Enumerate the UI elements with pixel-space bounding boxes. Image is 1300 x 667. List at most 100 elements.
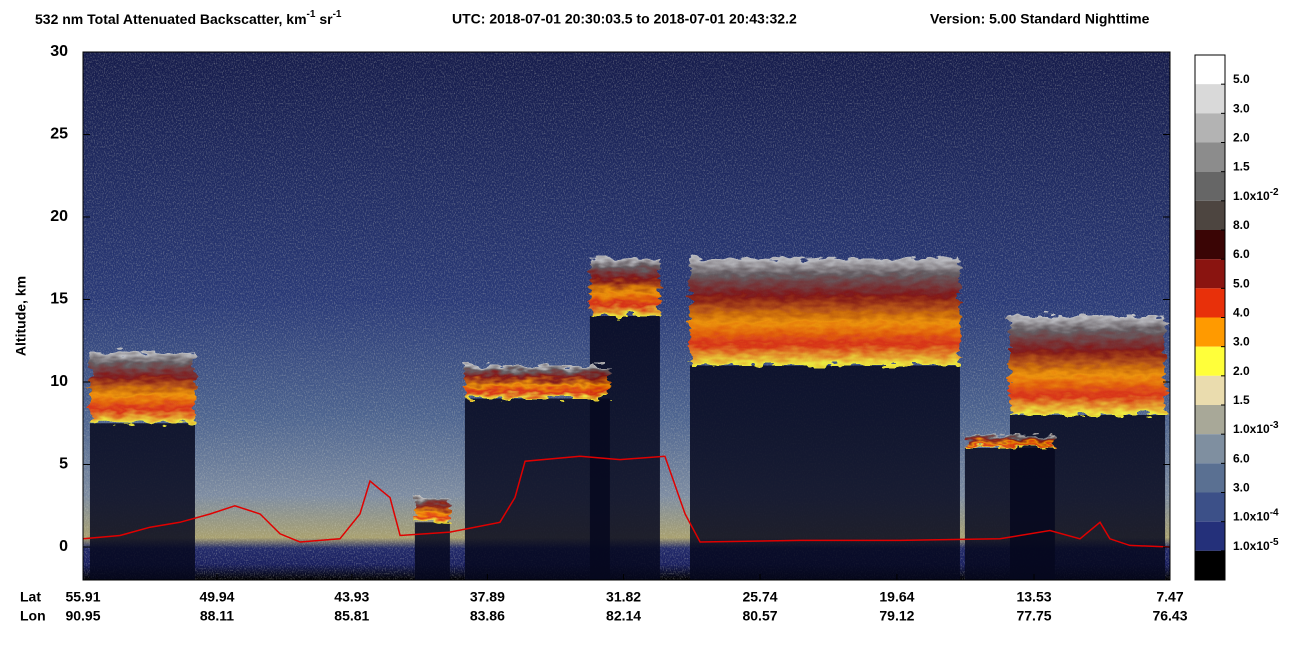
chart-title: 532 nm Total Attenuated Backscatter, km-… [35,9,342,27]
colorbar-label-text: 6.0 [1233,452,1250,466]
colorbar-swatch [1195,550,1225,580]
title-superscript: -1 [307,9,316,20]
colorbar-label-text: 8.0 [1233,218,1250,232]
lat-tick-label: 37.89 [470,589,505,605]
lat-tick-label: 13.53 [1016,589,1051,605]
lat-tick-label: 31.82 [606,589,641,605]
attenuated-column [464,398,610,580]
cloud-layer [589,258,660,316]
colorbar-label-exponent: -3 [1270,420,1279,431]
lon-tick-label: 79.12 [879,608,914,624]
title-text: 532 nm Total Attenuated Backscatter, km [35,11,307,27]
colorbar-swatch [1195,346,1225,376]
cloud-layer [1010,316,1166,415]
colorbar-label: 1.5 [1233,393,1250,407]
colorbar-label-text: 1.0x10 [1233,510,1270,524]
y-tick-label: 20 [50,208,68,225]
colorbar-label: 1.5 [1233,160,1250,174]
colorbar-swatch [1195,55,1225,85]
lon-tick-label: 85.81 [334,608,369,624]
colorbar-swatch [1195,200,1225,230]
colorbar-label: 5.0 [1233,277,1250,291]
title-text: sr [315,11,333,27]
cloud-layer [464,365,610,399]
lon-tick-label: 77.75 [1016,608,1051,624]
lon-row-label: Lon [20,608,46,624]
colorbar-label-exponent: -5 [1270,536,1279,547]
y-tick-label: 10 [50,373,68,390]
y-axis-label: Altitude, km [13,276,29,356]
colorbar-swatch [1195,113,1225,143]
lat-tick-label: 7.47 [1156,589,1183,605]
lat-tick-label: 49.94 [199,589,234,605]
colorbar-swatch [1195,434,1225,464]
lat-row-label: Lat [20,589,41,605]
colorbar-swatch [1195,375,1225,405]
lat-tick-label: 25.74 [742,589,777,605]
title-time: UTC: 2018-07-01 20:30:03.5 to 2018-07-01… [452,11,797,27]
lon-tick-label: 88.11 [200,608,234,624]
colorbar-swatch [1195,492,1225,522]
colorbar-label: 2.0 [1233,364,1250,378]
attenuated-column [414,522,450,580]
surface-line [82,455,1171,548]
y-tick-label: 30 [50,43,68,60]
colorbar-label-text: 1.0x10 [1233,422,1270,436]
colorbar-label-text: 4.0 [1233,306,1250,320]
colorbar-label: 1.0x10-4 [1233,507,1279,524]
cloud-layer [89,352,195,424]
colorbar-swatch [1195,463,1225,493]
cloud-layer [414,497,450,523]
lon-tick-label: 83.86 [470,608,505,624]
colorbar-label-text: 1.0x10 [1233,539,1270,553]
colorbar-swatch [1195,259,1225,289]
cloud-layer [964,434,1055,448]
colorbar-label-text: 2.0 [1233,131,1250,145]
colorbar-swatch [1195,230,1225,260]
colorbar-label: 3.0 [1233,481,1250,495]
lon-tick-label: 80.57 [742,608,777,624]
y-tick-label: 25 [50,126,68,143]
colorbar-label-text: 3.0 [1233,102,1250,116]
attenuated-column [589,316,660,580]
colorbar-label-text: 1.5 [1233,393,1250,407]
title-version: Version: 5.00 Standard Nighttime [930,11,1150,27]
cloud-layer [690,258,960,366]
colorbar-label: 1.0x10-2 [1233,186,1279,203]
attenuated-column [690,365,960,580]
colorbar-label-text: 3.0 [1233,335,1250,349]
colorbar-swatch [1195,521,1225,551]
lon-tick-label: 90.95 [65,608,100,624]
colorbar-label-text: 5.0 [1233,277,1250,291]
colorbar-swatch [1195,288,1225,318]
colorbar-label-text: 5.0 [1233,72,1250,86]
lat-tick-label: 55.91 [65,589,100,605]
plot-frame [82,51,1171,581]
colorbar-label: 4.0 [1233,306,1250,320]
colorbar-label: 5.0 [1233,72,1250,86]
colorbar-label: 3.0 [1233,335,1250,349]
colorbar-swatch [1195,84,1225,114]
colorbar-swatch [1195,317,1225,347]
colorbar-label: 2.0 [1233,131,1250,145]
colorbar-swatch [1195,405,1225,435]
lon-tick-label: 76.43 [1152,608,1187,624]
colorbar-label: 6.0 [1233,452,1250,466]
colorbar-label: 3.0 [1233,102,1250,116]
lat-tick-label: 43.93 [334,589,369,605]
colorbar-label-exponent: -4 [1270,507,1279,518]
colorbar-label-text: 6.0 [1233,247,1250,261]
colorbar-swatch [1195,142,1225,172]
lon-tick-label: 82.14 [606,608,641,624]
colorbar-label-text: 2.0 [1233,364,1250,378]
lat-tick-label: 19.64 [879,589,914,605]
colorbar-label: 6.0 [1233,247,1250,261]
y-tick-label: 15 [50,291,68,308]
attenuated-column [89,423,195,580]
colorbar-swatch [1195,171,1225,201]
colorbar-label-text: 1.5 [1233,160,1250,174]
colorbar-label-text: 1.0x10 [1233,189,1270,203]
colorbar-label: 8.0 [1233,218,1250,232]
